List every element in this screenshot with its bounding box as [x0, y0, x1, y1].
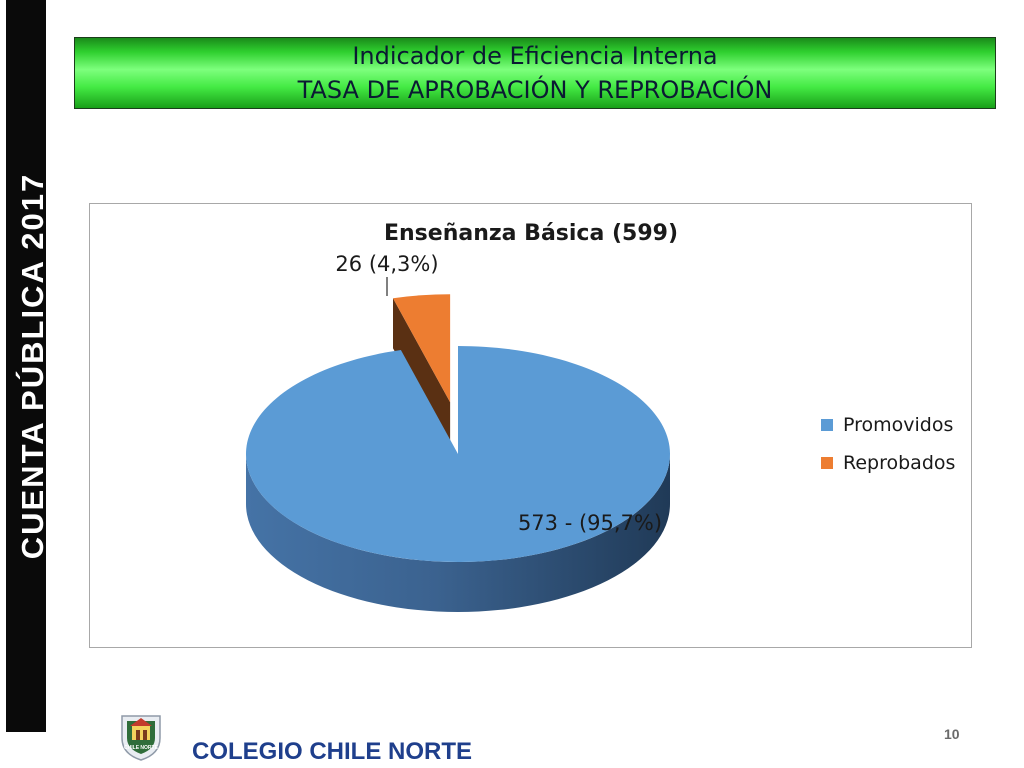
chart-title: Enseñanza Básica (599) — [384, 221, 678, 246]
side-banner: CUENTA PÚBLICA 2017 — [6, 0, 50, 732]
title-line-1: Indicador de Eficiencia Interna — [352, 42, 718, 70]
side-banner-text: CUENTA PÚBLICA 2017 — [15, 172, 50, 560]
legend-swatch-reprobados — [821, 457, 833, 469]
pie-chart: Enseñanza Básica (599) 573 - (95,7%) 26 (… — [246, 221, 955, 612]
data-label-reprobados: 26 (4,3%) — [335, 252, 438, 276]
pie-slice-reprobados — [393, 294, 451, 403]
legend-swatch-promovidos — [821, 419, 833, 431]
title-banner: Indicador de Eficiencia Interna TASA DE … — [74, 37, 996, 109]
data-label-promovidos: 573 - (95,7%) — [518, 511, 662, 535]
chart-legend: Promovidos Reprobados — [821, 414, 955, 474]
legend-label-promovidos: Promovidos — [843, 414, 953, 436]
school-crest-logo: CHILE NORTE — [121, 715, 161, 761]
chart-frame: Enseñanza Básica (599) 573 - (95,7%) 26 (… — [89, 203, 972, 648]
page-number: 10 — [944, 726, 960, 742]
school-name: COLEGIO CHILE NORTE — [192, 738, 473, 765]
svg-text:CHILE NORTE: CHILE NORTE — [124, 745, 159, 751]
legend-label-reprobados: Reprobados — [843, 452, 955, 474]
title-line-2: TASA DE APROBACIÓN Y REPROBACIÓN — [297, 76, 773, 104]
pie-side-promovidos — [246, 454, 670, 612]
pie-slice-promovidos — [246, 346, 670, 562]
